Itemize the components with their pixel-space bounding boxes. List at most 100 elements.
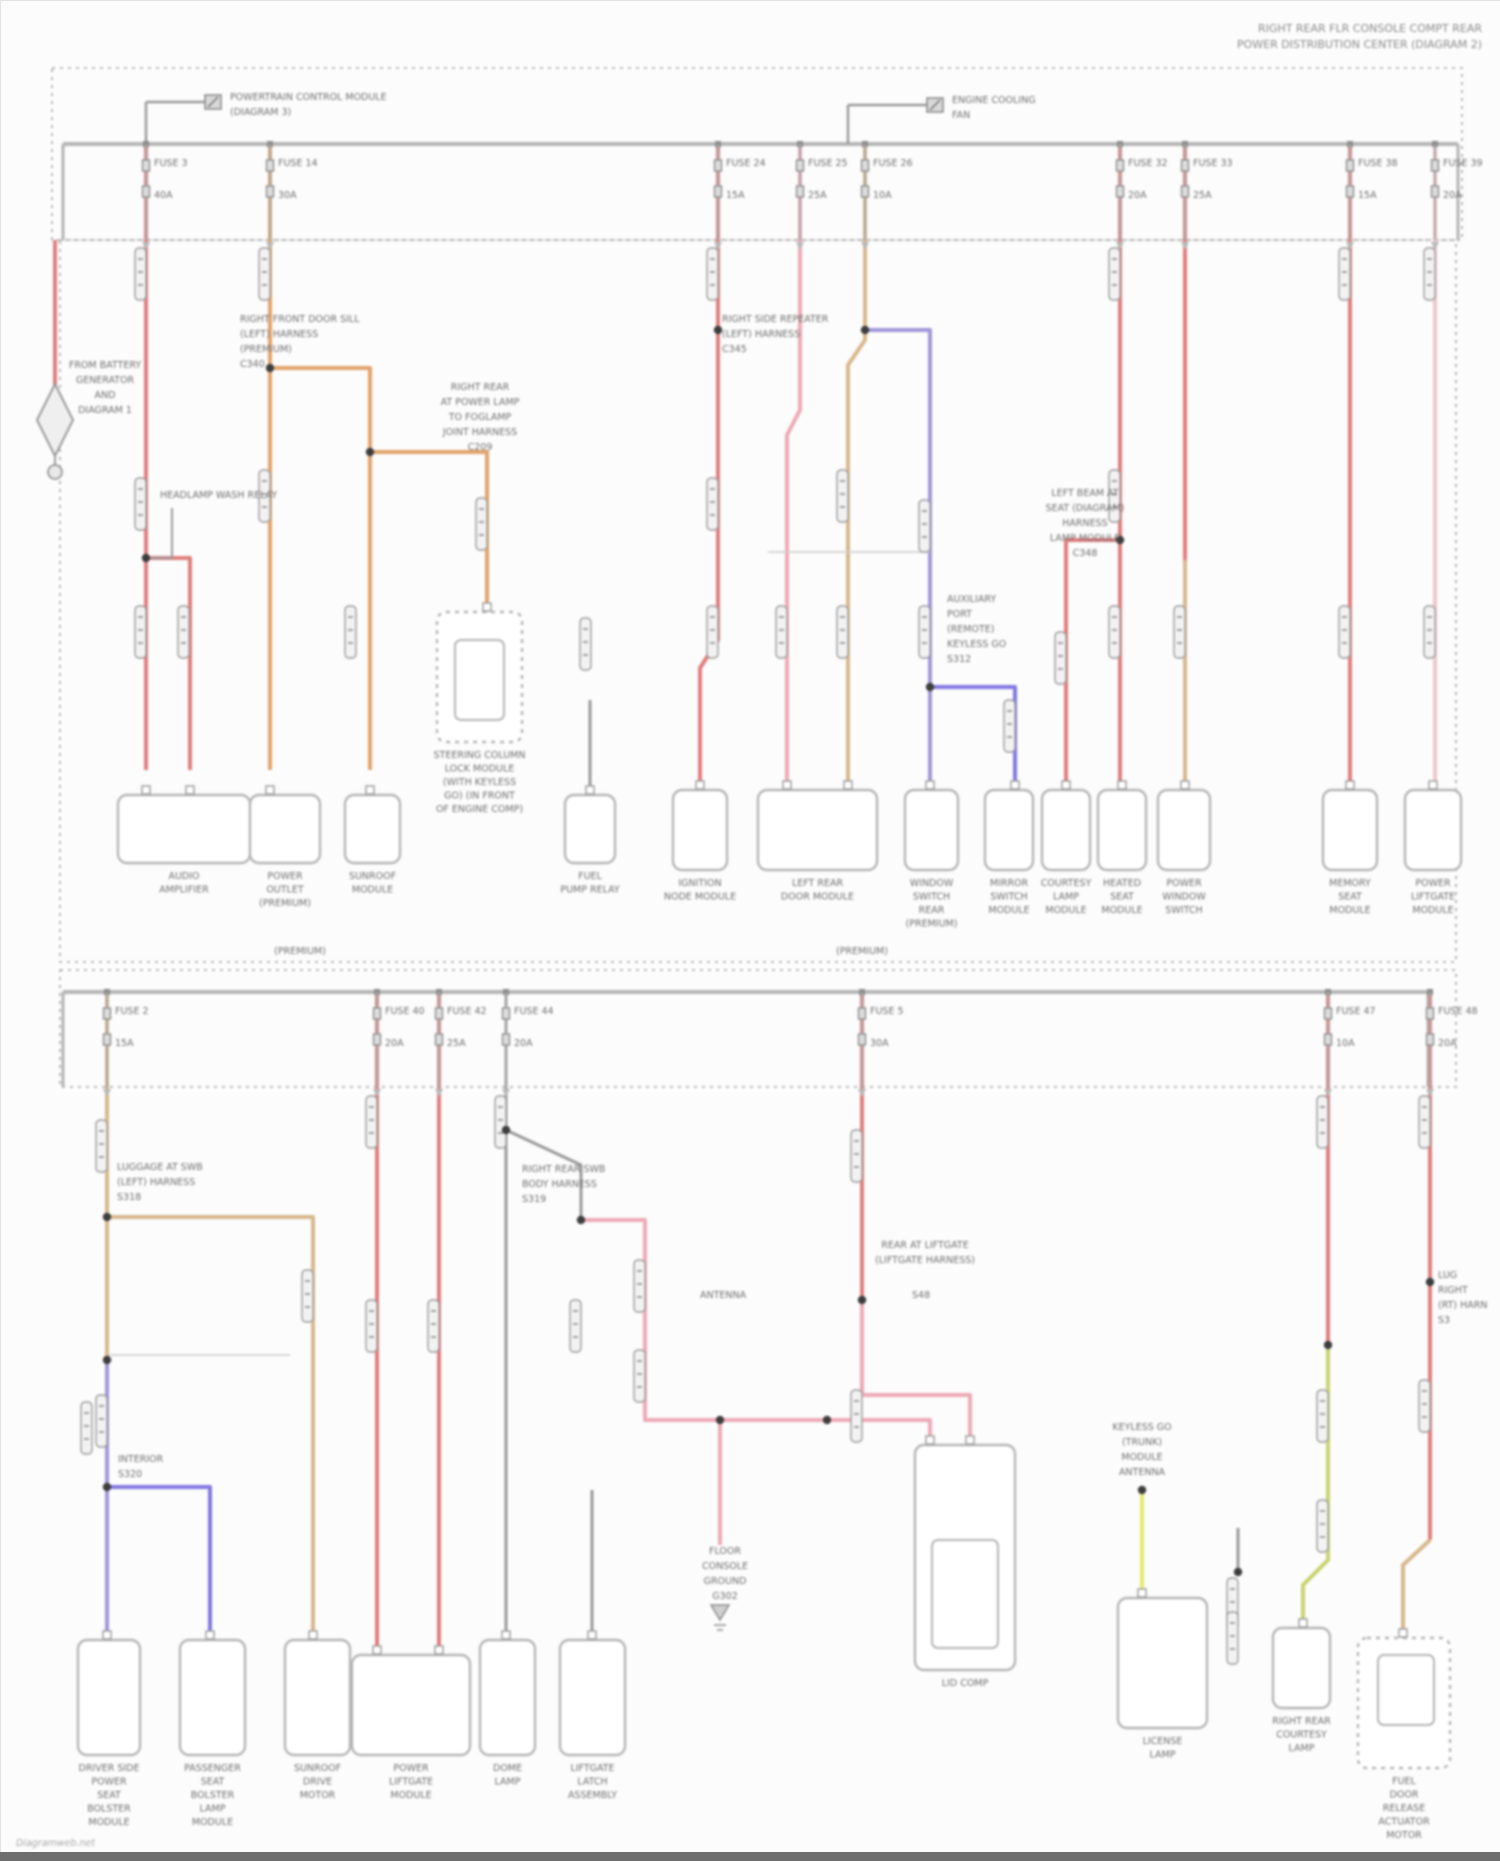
splice-dot (1137, 1485, 1147, 1495)
dashed-boundary (51, 67, 1463, 241)
harness-label: LEFT BEAM AT (1051, 488, 1118, 499)
harness-label: C345 (722, 344, 747, 355)
connector-pin (782, 780, 792, 790)
connector-pin (1061, 780, 1071, 790)
wire-red (146, 556, 192, 770)
fuse-name: FUSE 32 (1128, 158, 1168, 169)
harness-label: FROM BATTERY (69, 360, 141, 371)
harness-label: C348 (1073, 548, 1098, 559)
harness-label: HARNESS (1062, 518, 1107, 529)
component-label: POWER (1415, 878, 1451, 889)
connector-pin (587, 1630, 597, 1640)
fuse-name: FUSE 33 (1193, 158, 1233, 169)
splice-dot (713, 325, 723, 335)
fuse-amp: 30A (278, 190, 297, 201)
component-label: MODULE (192, 1817, 233, 1828)
wire-label-capsule (258, 247, 271, 301)
component-label: LATCH (577, 1777, 607, 1788)
harness-label: (LEFT) HARNESS (722, 329, 800, 340)
dashed-boundary (59, 239, 1457, 963)
component-label: FUEL (578, 871, 602, 882)
fuse-element-top (102, 1007, 112, 1020)
fuse-element-top (1425, 1007, 1435, 1020)
splice-dot (925, 682, 935, 692)
component-label: LAMP (1053, 892, 1079, 903)
fuse-name: FUSE 2 (115, 1006, 149, 1017)
component-label: MODULE (88, 1817, 129, 1828)
component-label: RELEASE (1383, 1803, 1425, 1814)
fusible-link-label: ENGINE COOLING (952, 95, 1036, 106)
fuse-name: FUSE 47 (1336, 1006, 1376, 1017)
fuse-element-bottom (857, 1033, 867, 1046)
connector-pin (308, 1630, 318, 1640)
harness-label: RIGHT REAR SWB (522, 1164, 605, 1175)
component-box (983, 788, 1035, 872)
fuse-element-top (857, 1007, 867, 1020)
component-label: MEMORY (1329, 878, 1371, 889)
fuse-amp: 40A (154, 190, 173, 201)
component-label: LOCK MODULE (445, 764, 515, 775)
harness-label: (LIFTGATE HARNESS) (875, 1255, 975, 1266)
wire-blue (107, 1485, 212, 1640)
pass-through-connector (858, 1089, 866, 1097)
harness-label: G302 (712, 1591, 738, 1602)
diagram-title-line1: RIGHT REAR FLR CONSOLE COMPT REAR (1258, 22, 1482, 35)
component-label: MODULE (1101, 905, 1142, 916)
fuse-element-bottom (141, 185, 151, 198)
fuse-element-bottom (860, 185, 870, 198)
pass-through-connector (502, 1089, 510, 1097)
harness-label: PORT (947, 609, 972, 620)
fuse-amp: 15A (115, 1038, 134, 1049)
splice-dot (102, 1482, 112, 1492)
component-label: IGNITION (678, 878, 721, 889)
fuse-amp: 10A (1336, 1038, 1355, 1049)
wire-label-capsule (301, 1269, 314, 1323)
harness-label: S318 (117, 1192, 141, 1203)
component-label: ASSEMBLY (568, 1790, 617, 1801)
fuse-element-bottom (372, 1033, 382, 1046)
pass-through-connector (796, 242, 804, 250)
component-label: LIFTGATE (570, 1763, 614, 1774)
diagram-title-line2: POWER DISTRIBUTION CENTER (DIAGRAM 2) (1237, 38, 1482, 51)
component-label: SWITCH (913, 892, 950, 903)
fuse-element-top (434, 1007, 444, 1020)
component-label: MODULE (352, 885, 393, 896)
component-label: LAMP (1289, 1743, 1315, 1754)
component-label: DRIVE (303, 1777, 332, 1788)
component-label: ACTUATOR (1378, 1817, 1430, 1828)
component-label: MODULE (1045, 905, 1086, 916)
fuse-element-bottom (501, 1033, 511, 1046)
fuse-element-top (860, 159, 870, 172)
component-label: LICENSE (1143, 1736, 1183, 1747)
ground-triangle-icon (709, 1604, 731, 1622)
wire-label-capsule (134, 477, 147, 531)
component-label: AMPLIFIER (159, 885, 209, 896)
wire-pink (860, 1300, 972, 1445)
wire-label-capsule (1003, 699, 1016, 753)
wire-label-capsule (475, 497, 488, 551)
fuse-element-top (501, 1007, 511, 1020)
pass-through-connector (1324, 1089, 1332, 1097)
harness-label: S319 (522, 1194, 546, 1205)
fuse-element-top (1430, 159, 1440, 172)
wire-label-capsule (633, 1259, 646, 1313)
harness-label: LAMP MODULE (1050, 533, 1120, 544)
connector-pin (185, 785, 195, 795)
connector-pin (585, 785, 595, 795)
wire-label-capsule (177, 605, 190, 659)
wire-label-capsule (850, 1389, 863, 1443)
harness-label: LUGGAGE AT SWB (117, 1162, 203, 1173)
component-label: DOOR MODULE (781, 892, 854, 903)
wire-label-capsule (427, 1299, 440, 1353)
component-inner-box (454, 639, 505, 721)
component-label: NODE MODULE (664, 892, 736, 903)
wire-gray (505, 1128, 583, 1220)
fusible-link-label: (DIAGRAM 3) (230, 107, 291, 118)
connector-pin (141, 785, 151, 795)
wire-label-capsule (1173, 605, 1186, 659)
harness-label: TO FOGLAMP (448, 412, 512, 423)
harness-label: (PREMIUM) (836, 946, 888, 957)
wire-label-capsule (1108, 247, 1121, 301)
component-label: MODULE (1329, 905, 1370, 916)
component-label: SEAT (1110, 892, 1134, 903)
